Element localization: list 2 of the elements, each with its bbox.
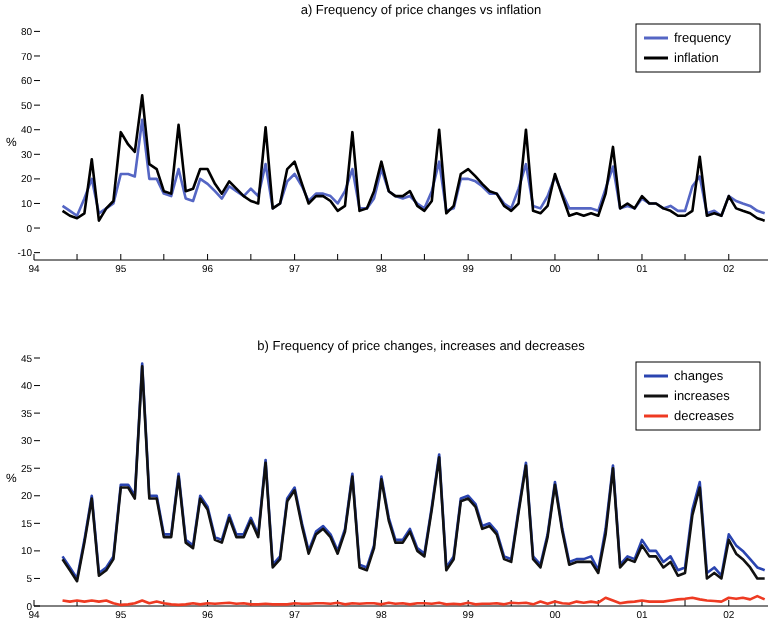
line-series: [61, 118, 766, 218]
line-series: [61, 94, 766, 222]
